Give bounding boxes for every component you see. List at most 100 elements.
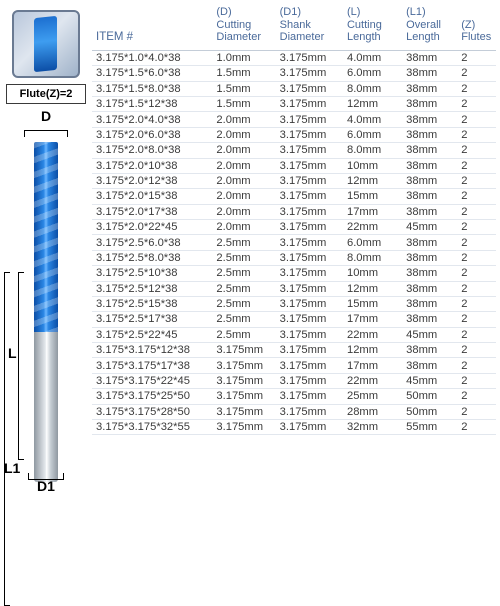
table-cell: 38mm — [402, 250, 457, 265]
table-row: 3.175*3.175*22*453.175mm3.175mm22mm45mm2 — [92, 373, 496, 388]
table-cell: 12mm — [343, 343, 402, 358]
table-row: 3.175*3.175*25*503.175mm3.175mm25mm50mm2 — [92, 389, 496, 404]
table-head: ITEM # (D) Cutting Diameter (D1) Shank D… — [92, 4, 496, 50]
table-cell: 3.175*2.5*8.0*38 — [92, 250, 212, 265]
table-cell: 3.175mm — [276, 358, 343, 373]
table-cell: 3.175mm — [276, 50, 343, 65]
bit-cutting-section — [34, 142, 58, 332]
table-cell: 3.175mm — [276, 97, 343, 112]
table-row: 3.175*3.175*17*383.175mm3.175mm17mm38mm2 — [92, 358, 496, 373]
table-row: 3.175*1.5*8.0*381.5mm3.175mm8.0mm38mm2 — [92, 81, 496, 96]
table-cell: 38mm — [402, 50, 457, 65]
table-cell: 3.175*2.0*12*38 — [92, 173, 212, 188]
table-cell: 38mm — [402, 312, 457, 327]
table-cell: 3.175*1.5*12*38 — [92, 97, 212, 112]
col-item: ITEM # — [92, 4, 212, 50]
dim-label-L1: L1 — [4, 460, 20, 476]
table-cell: 3.175*1.5*6.0*38 — [92, 66, 212, 81]
dim-label-L: L — [8, 345, 17, 361]
table-cell: 2.0mm — [212, 112, 275, 127]
table-cell: 2 — [457, 66, 496, 81]
table-row: 3.175*2.5*22*452.5mm3.175mm22mm45mm2 — [92, 327, 496, 342]
table-cell: 38mm — [402, 127, 457, 142]
table-cell: 38mm — [402, 358, 457, 373]
table-row: 3.175*3.175*28*503.175mm3.175mm28mm50mm2 — [92, 404, 496, 419]
table-cell: 2.5mm — [212, 281, 275, 296]
table-cell: 22mm — [343, 373, 402, 388]
table-cell: 17mm — [343, 312, 402, 327]
dim-label-D1: D1 — [0, 478, 92, 494]
table-cell: 3.175*2.0*15*38 — [92, 189, 212, 204]
table-cell: 22mm — [343, 327, 402, 342]
table-cell: 2.0mm — [212, 158, 275, 173]
table-cell: 15mm — [343, 296, 402, 311]
table-cell: 38mm — [402, 173, 457, 188]
table-cell: 1.5mm — [212, 81, 275, 96]
table-cell: 10mm — [343, 158, 402, 173]
table-cell: 38mm — [402, 143, 457, 158]
table-cell: 2 — [457, 97, 496, 112]
table-cell: 2 — [457, 373, 496, 388]
table-cell: 8.0mm — [343, 250, 402, 265]
table-cell: 2.0mm — [212, 220, 275, 235]
table-cell: 38mm — [402, 97, 457, 112]
table-cell: 3.175*2.5*17*38 — [92, 312, 212, 327]
table-cell: 15mm — [343, 189, 402, 204]
table-cell: 3.175*3.175*32*55 — [92, 419, 212, 434]
table-row: 3.175*2.0*17*382.0mm3.175mm17mm38mm2 — [92, 204, 496, 219]
table-cell: 3.175mm — [276, 235, 343, 250]
col-D: (D) Cutting Diameter — [212, 4, 275, 50]
diagram-column: Flute(Z)=2 D L L1 D1 — [0, 0, 92, 500]
table-cell: 3.175*2.5*10*38 — [92, 266, 212, 281]
table-cell: 2.0mm — [212, 189, 275, 204]
table-cell: 2 — [457, 296, 496, 311]
table-cell: 3.175*3.175*28*50 — [92, 404, 212, 419]
table-cell: 38mm — [402, 296, 457, 311]
table-row: 3.175*2.5*17*382.5mm3.175mm17mm38mm2 — [92, 312, 496, 327]
table-cell: 38mm — [402, 189, 457, 204]
table-row: 3.175*2.0*12*382.0mm3.175mm12mm38mm2 — [92, 173, 496, 188]
spec-table-wrap: ITEM # (D) Cutting Diameter (D1) Shank D… — [92, 0, 500, 500]
table-cell: 3.175*2.5*6.0*38 — [92, 235, 212, 250]
table-cell: 3.175mm — [276, 373, 343, 388]
table-cell: 2.5mm — [212, 250, 275, 265]
col-D1: (D1) Shank Diameter — [276, 4, 343, 50]
table-cell: 3.175*2.0*17*38 — [92, 204, 212, 219]
table-cell: 2.0mm — [212, 204, 275, 219]
table-cell: 3.175mm — [212, 373, 275, 388]
table-cell: 2.0mm — [212, 173, 275, 188]
table-cell: 2 — [457, 158, 496, 173]
table-cell: 38mm — [402, 204, 457, 219]
table-cell: 38mm — [402, 343, 457, 358]
table-cell: 3.175*2.0*10*38 — [92, 158, 212, 173]
col-L: (L) Cutting Length — [343, 4, 402, 50]
table-cell: 3.175mm — [212, 404, 275, 419]
table-cell: 3.175*2.0*6.0*38 — [92, 127, 212, 142]
table-cell: 2.5mm — [212, 296, 275, 311]
table-cell: 3.175*2.5*12*38 — [92, 281, 212, 296]
table-cell: 38mm — [402, 266, 457, 281]
table-cell: 2.0mm — [212, 127, 275, 142]
table-cell: 2 — [457, 343, 496, 358]
table-cell: 2.5mm — [212, 266, 275, 281]
table-cell: 3.175mm — [212, 389, 275, 404]
table-cell: 3.175mm — [276, 220, 343, 235]
table-cell: 3.175mm — [276, 189, 343, 204]
table-cell: 1.5mm — [212, 66, 275, 81]
table-row: 3.175*2.5*6.0*382.5mm3.175mm6.0mm38mm2 — [92, 235, 496, 250]
table-row: 3.175*1.5*12*381.5mm3.175mm12mm38mm2 — [92, 97, 496, 112]
table-cell: 38mm — [402, 235, 457, 250]
table-cell: 3.175mm — [276, 419, 343, 434]
table-cell: 8.0mm — [343, 81, 402, 96]
table-cell: 4.0mm — [343, 50, 402, 65]
table-row: 3.175*1.0*4.0*381.0mm3.175mm4.0mm38mm2 — [92, 50, 496, 65]
table-cell: 2 — [457, 220, 496, 235]
table-cell: 3.175*2.0*8.0*38 — [92, 143, 212, 158]
table-cell: 50mm — [402, 404, 457, 419]
table-cell: 1.0mm — [212, 50, 275, 65]
table-row: 3.175*2.5*15*382.5mm3.175mm15mm38mm2 — [92, 296, 496, 311]
table-row: 3.175*2.0*22*452.0mm3.175mm22mm45mm2 — [92, 220, 496, 235]
table-cell: 3.175mm — [212, 343, 275, 358]
table-cell: 2 — [457, 404, 496, 419]
table-cell: 38mm — [402, 66, 457, 81]
